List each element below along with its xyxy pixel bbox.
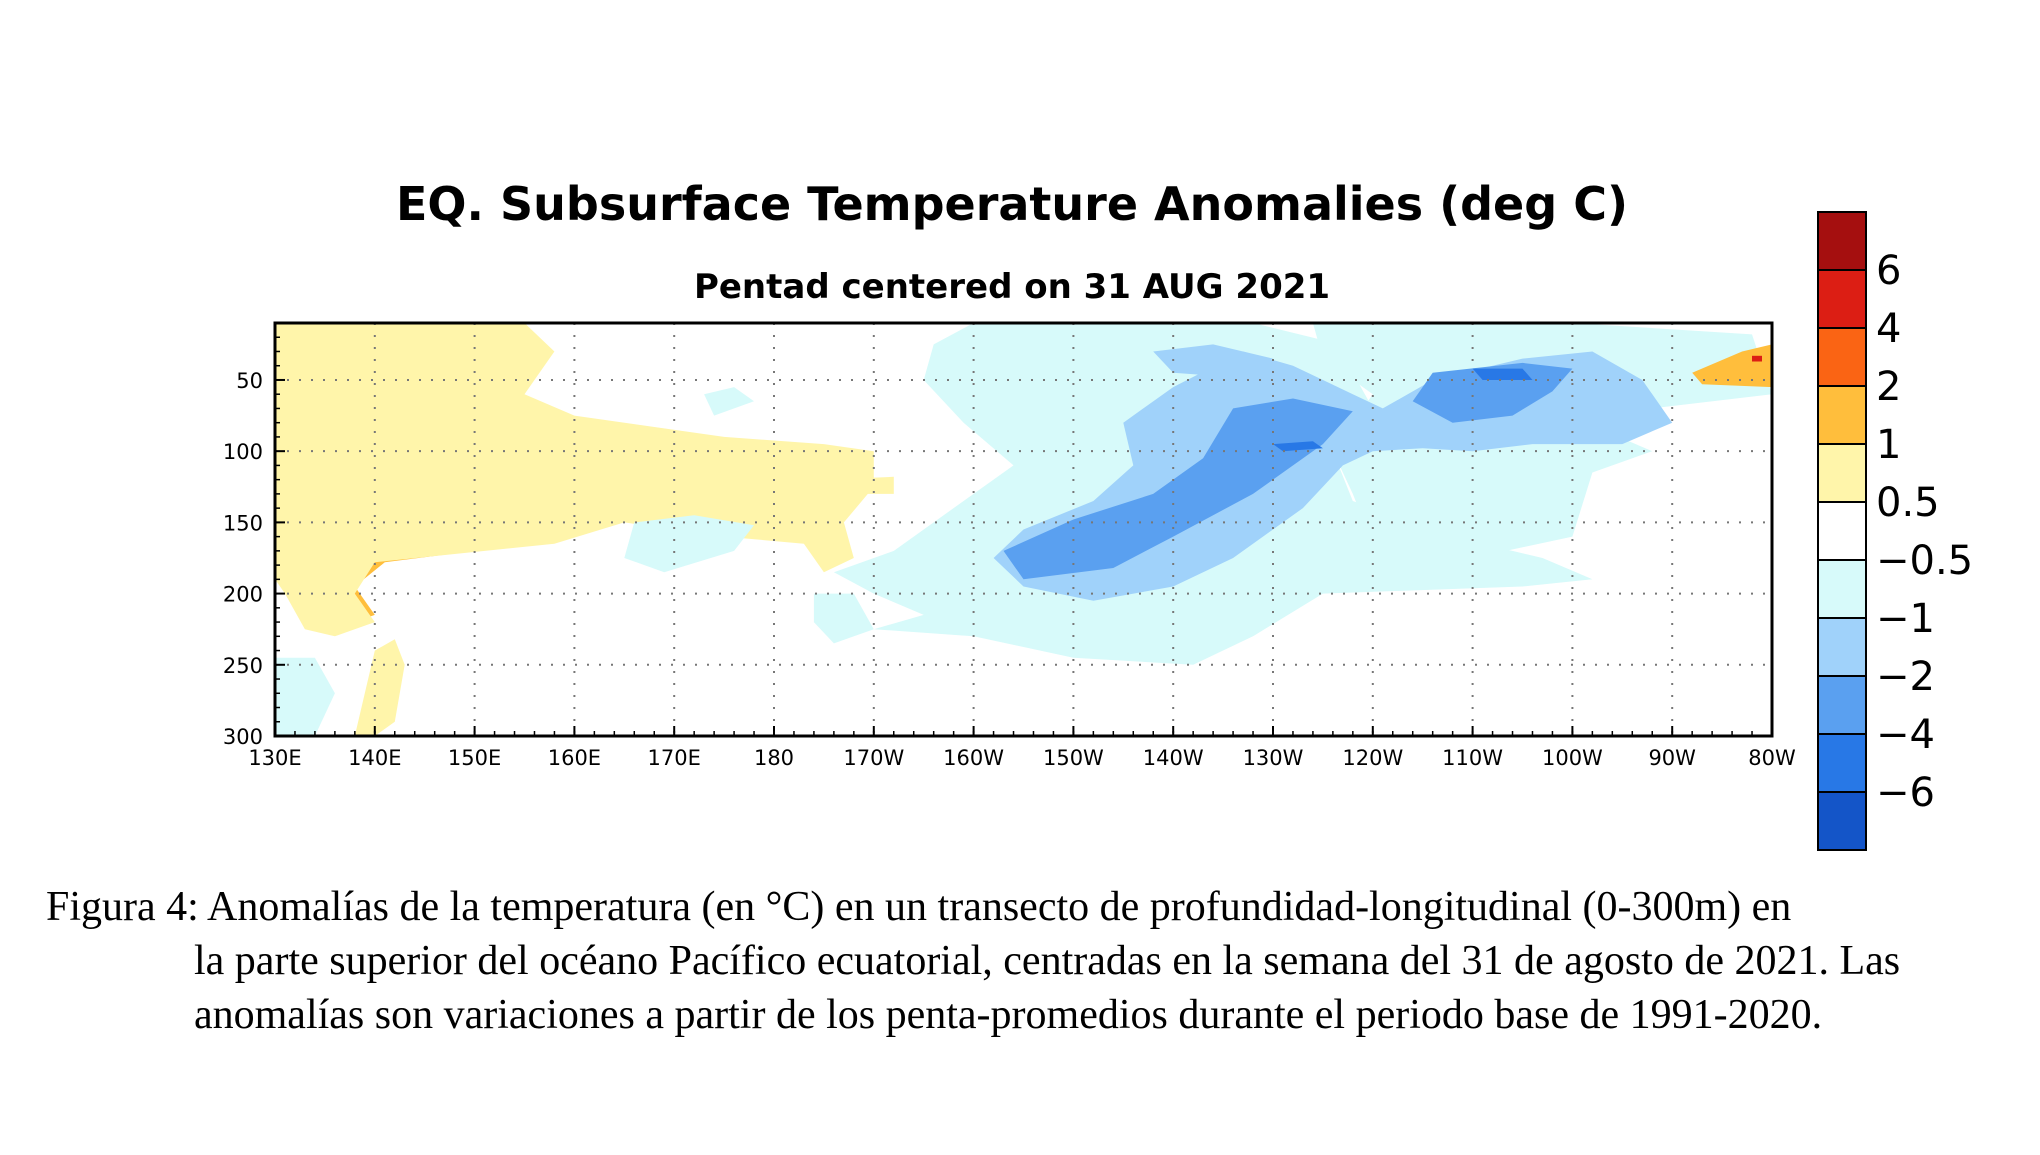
colorbar-swatch [1817, 443, 1867, 503]
chart-title: EQ. Subsurface Temperature Anomalies (de… [396, 177, 1628, 231]
anomaly-region [1273, 441, 1323, 452]
colorbar-label: −4 [1876, 712, 1935, 758]
colorbar-swatch [1817, 501, 1867, 561]
figure-caption: Figura 4: Anomalías de la temperatura (e… [46, 880, 2006, 1042]
anomaly-region [1153, 344, 1273, 378]
x-tick-label: 180 [754, 746, 794, 770]
x-tick-label: 170W [843, 746, 904, 770]
anomaly-region [1412, 362, 1573, 423]
colorbar-swatch [1817, 791, 1867, 851]
x-tick-label: 160E [548, 746, 601, 770]
colorbar-label: −0.5 [1876, 538, 1973, 584]
y-tick-label: 150 [223, 511, 263, 535]
colorbar-label: 4 [1876, 306, 1901, 352]
x-tick-label: 170E [648, 746, 701, 770]
y-tick-label: 100 [223, 440, 263, 464]
colorbar-swatch [1817, 327, 1867, 387]
x-tick-label: 140W [1143, 746, 1204, 770]
x-tick-label: 110W [1442, 746, 1503, 770]
y-tick-label: 300 [223, 725, 263, 749]
x-tick-label: 120W [1342, 746, 1403, 770]
colorbar-label: 6 [1876, 248, 1901, 294]
caption-label: Figura 4: [46, 884, 208, 930]
colorbar-label: 2 [1876, 364, 1901, 410]
x-tick-label: 100W [1542, 746, 1603, 770]
anomaly-region [813, 593, 874, 644]
anomaly-region [1692, 344, 1772, 388]
anomaly-region [704, 387, 754, 416]
caption-text-rest: la parte superior del océano Pacífico ec… [194, 938, 1901, 1038]
plot-frame [273, 321, 1774, 738]
caption-text-line1: Anomalías de la temperatura (en °C) en u… [207, 884, 1792, 930]
colorbar-label: −6 [1876, 770, 1935, 816]
x-axis: 130E 140E 150E 160E 170E 180 170W 160W 150W 140W 1… [248, 726, 1796, 770]
x-tick-label: 160W [943, 746, 1004, 770]
colorbar-swatch [1817, 269, 1867, 329]
y-tick-label: 200 [223, 583, 263, 607]
y-axis: 50 100 150 200 250 300 [223, 336, 285, 749]
colorbar: 6 4 2 1 0.5 −0.5 −1 −2 −4 −6 [1817, 211, 1973, 851]
anomaly-region [1752, 355, 1762, 362]
colorbar-swatch [1817, 211, 1867, 271]
colorbar-label: −2 [1876, 654, 1935, 700]
colorbar-swatch [1817, 733, 1867, 793]
anomaly-region [1003, 398, 1353, 580]
y-tick-label: 50 [236, 369, 263, 393]
colorbar-label: 0.5 [1876, 480, 1940, 526]
colorbar-label: 1 [1876, 422, 1901, 468]
x-tick-label: 140E [348, 746, 401, 770]
anomaly-region [1472, 368, 1533, 380]
colorbar-swatch [1817, 385, 1867, 445]
colorbar-label: −1 [1876, 596, 1935, 642]
anomaly-region [823, 476, 894, 494]
colorbar-swatch [1817, 617, 1867, 677]
anomaly-region [354, 639, 405, 736]
x-tick-label: 130E [248, 746, 301, 770]
y-tick-label: 250 [223, 654, 263, 678]
colorbar-swatch [1817, 559, 1867, 619]
x-tick-label: 80W [1748, 746, 1796, 770]
chart-subtitle: Pentad centered on 31 AUG 2021 [694, 267, 1330, 307]
anomaly-region [275, 657, 335, 736]
colorbar-swatch [1817, 675, 1867, 735]
anomaly-region [624, 515, 754, 573]
x-tick-label: 90W [1648, 746, 1696, 770]
x-tick-label: 130W [1243, 746, 1304, 770]
x-tick-label: 150E [448, 746, 501, 770]
x-tick-label: 150W [1043, 746, 1104, 770]
